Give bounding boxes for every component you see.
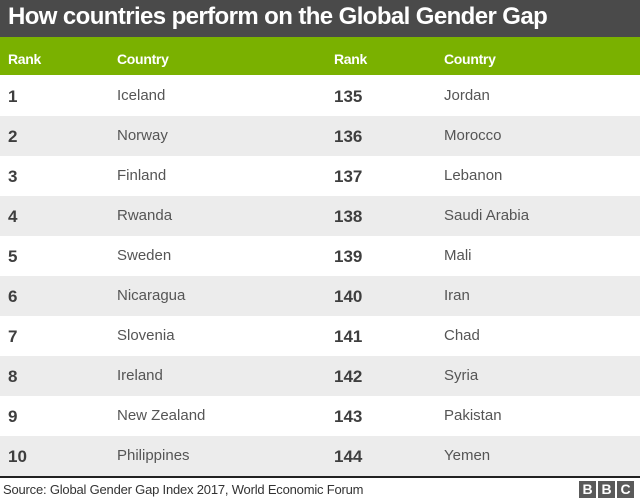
- country-top: Ireland: [117, 367, 163, 384]
- header-country-left: Country: [117, 51, 169, 67]
- rank-top: 9: [8, 407, 18, 426]
- country-top: New Zealand: [117, 407, 206, 424]
- rank-bottom: 136: [334, 127, 363, 146]
- table-row: 6 Nicaragua 140 Iran: [0, 276, 640, 316]
- rank-top: 3: [8, 167, 18, 186]
- table-row: 2 Norway 136 Morocco: [0, 116, 640, 156]
- country-bottom: Iran: [444, 287, 470, 304]
- rank-top: 4: [8, 207, 18, 226]
- footer-divider: [0, 476, 640, 478]
- country-bottom: Syria: [444, 367, 479, 384]
- country-bottom: Morocco: [444, 127, 502, 144]
- country-top: Sweden: [117, 247, 172, 264]
- country-top: Nicaragua: [117, 287, 186, 304]
- rank-top: 8: [8, 367, 18, 386]
- country-bottom: Jordan: [444, 87, 490, 104]
- bbc-logo-letter: B: [579, 481, 596, 498]
- table-header: Rank Country Rank Country: [0, 37, 640, 75]
- rank-top: 1: [8, 87, 18, 106]
- rank-top: 2: [8, 127, 18, 146]
- header-rank-left: Rank: [8, 51, 42, 67]
- bbc-logo-letter: B: [598, 481, 615, 498]
- country-top: Rwanda: [117, 207, 173, 224]
- country-top: Norway: [117, 127, 168, 144]
- table-row: 9 New Zealand 143 Pakistan: [0, 396, 640, 436]
- country-bottom: Pakistan: [444, 407, 502, 424]
- rank-top: 10: [8, 447, 27, 466]
- country-bottom: Chad: [444, 327, 480, 344]
- rank-bottom: 135: [334, 87, 363, 106]
- rank-bottom: 142: [334, 367, 363, 386]
- rank-bottom: 140: [334, 287, 363, 306]
- country-top: Slovenia: [117, 327, 175, 344]
- bbc-logo-letter: C: [617, 481, 634, 498]
- table-row: 5 Sweden 139 Mali: [0, 236, 640, 276]
- bbc-logo: B B C: [579, 481, 634, 498]
- table-row: 8 Ireland 142 Syria: [0, 356, 640, 396]
- table-body: 1 Iceland 135 Jordan 2 Norway 136 Morocc…: [0, 76, 640, 476]
- country-top: Finland: [117, 167, 167, 184]
- rank-bottom: 139: [334, 247, 363, 266]
- rank-bottom: 144: [334, 447, 363, 466]
- title-bar: How countries perform on the Global Gend…: [0, 0, 640, 37]
- rank-bottom: 143: [334, 407, 363, 426]
- rank-bottom: 138: [334, 207, 363, 226]
- rank-top: 5: [8, 247, 18, 266]
- header-country-right: Country: [444, 51, 496, 67]
- header-rank-right: Rank: [334, 51, 368, 67]
- country-top: Philippines: [117, 447, 190, 464]
- table-row: 4 Rwanda 138 Saudi Arabia: [0, 196, 640, 236]
- source-text: Source: Global Gender Gap Index 2017, Wo…: [3, 482, 364, 497]
- country-bottom: Yemen: [444, 447, 491, 464]
- country-top: Iceland: [117, 87, 166, 104]
- country-bottom: Saudi Arabia: [444, 207, 530, 224]
- rank-top: 7: [8, 327, 18, 346]
- table-row: 7 Slovenia 141 Chad: [0, 316, 640, 356]
- country-bottom: Lebanon: [444, 167, 503, 184]
- table-row: 10 Philippines 144 Yemen: [0, 436, 640, 476]
- page-title: How countries perform on the Global Gend…: [8, 3, 548, 30]
- rank-bottom: 137: [334, 167, 363, 186]
- country-bottom: Mali: [444, 247, 472, 264]
- table-row: 3 Finland 137 Lebanon: [0, 156, 640, 196]
- rank-bottom: 141: [334, 327, 363, 346]
- rank-top: 6: [8, 287, 18, 306]
- table-row: 1 Iceland 135 Jordan: [0, 76, 640, 116]
